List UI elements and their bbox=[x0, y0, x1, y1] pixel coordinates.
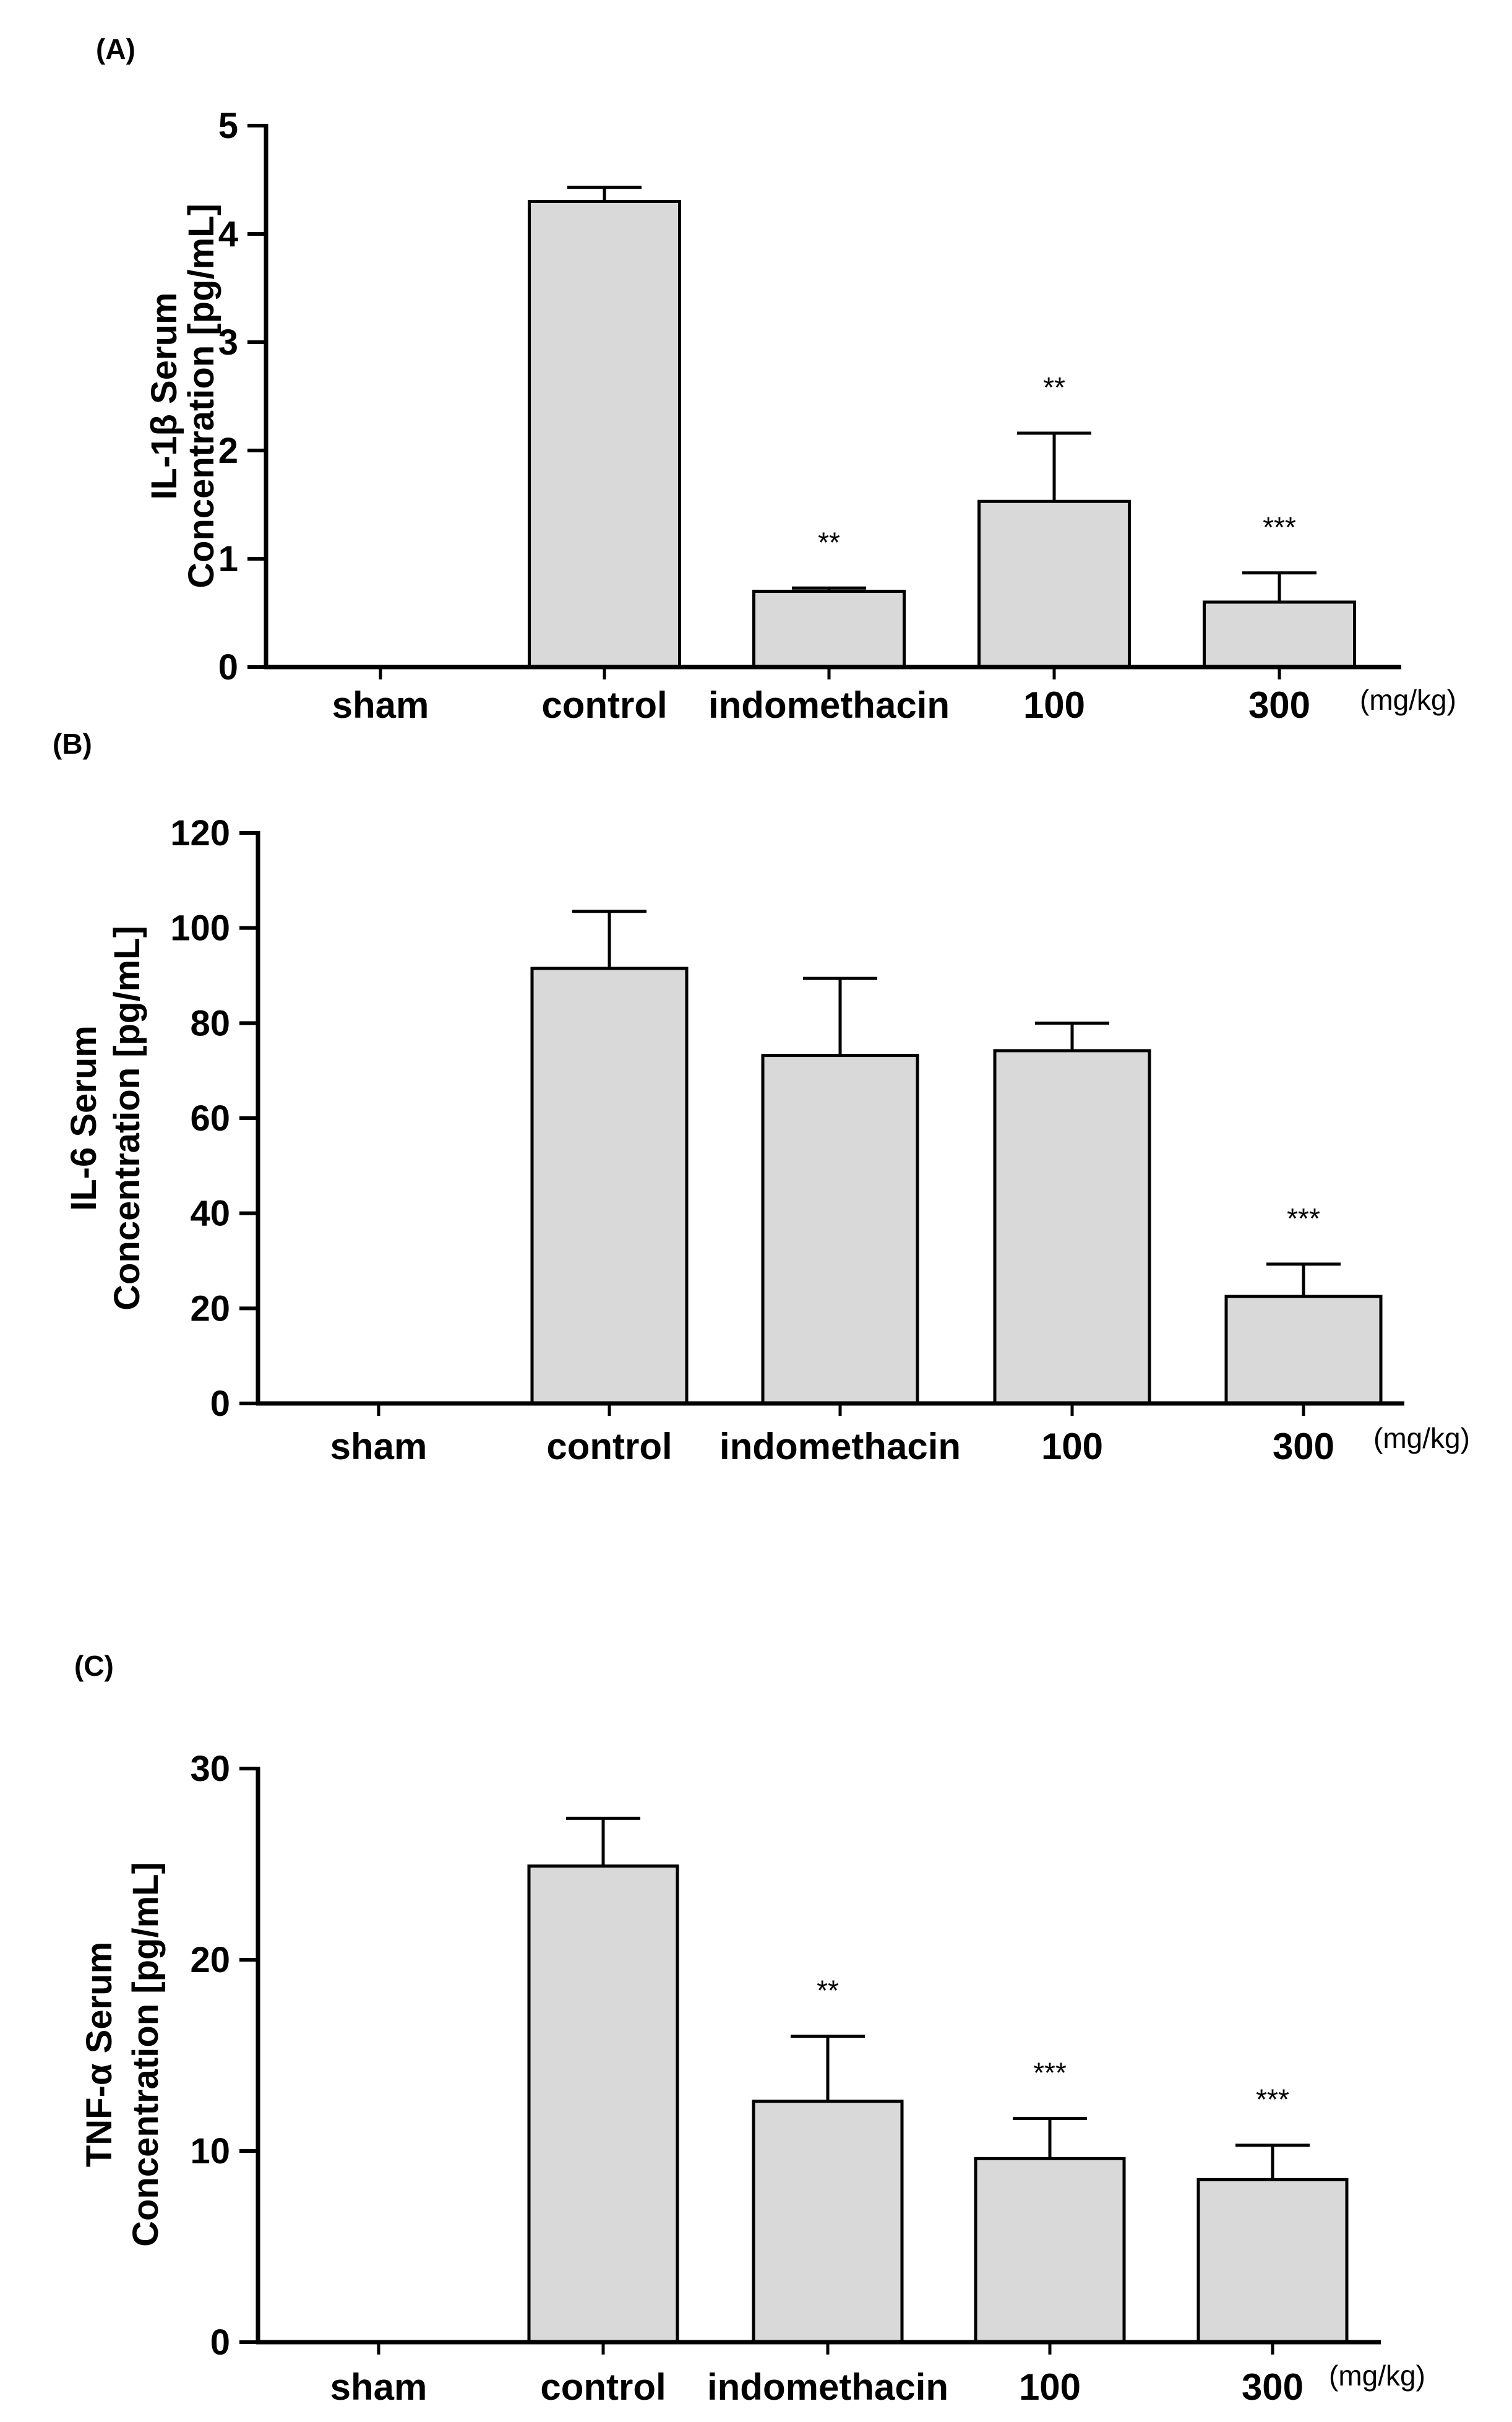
unit-label: (mg/kg) bbox=[1360, 684, 1456, 716]
y-tick-label: 0 bbox=[210, 2322, 230, 2363]
significance-marker: ** bbox=[818, 526, 840, 558]
unit-label: (mg/kg) bbox=[1329, 2360, 1425, 2392]
bar-300 bbox=[1196, 2178, 1349, 2344]
significance-marker: ** bbox=[817, 1975, 839, 2007]
error-bar-indomethacin bbox=[792, 586, 866, 592]
significance-marker: *** bbox=[1263, 511, 1296, 543]
error-bar-indomethacin bbox=[803, 976, 877, 1056]
significance-marker: *** bbox=[1256, 2084, 1289, 2116]
x-tick-label: sham bbox=[332, 684, 429, 726]
y-axis-label-line: IL-6 Serum bbox=[64, 1025, 104, 1211]
error-bar-300 bbox=[1235, 2144, 1310, 2180]
x-tick-label: 300 bbox=[1242, 2366, 1304, 2408]
bar-indomethacin bbox=[752, 2100, 904, 2344]
y-axis-label-line: Concentration [pg/mL] bbox=[107, 926, 147, 1311]
x-tick-label: sham bbox=[330, 1426, 427, 1467]
x-tick-label: 300 bbox=[1273, 1426, 1334, 1467]
significance-marker: ** bbox=[1043, 371, 1065, 403]
y-tick-label: 0 bbox=[218, 647, 238, 687]
error-bar-100 bbox=[1013, 2116, 1087, 2159]
x-tick-label: 300 bbox=[1248, 684, 1310, 726]
y-tick-label: 0 bbox=[210, 1384, 230, 1424]
bar-100 bbox=[977, 499, 1131, 669]
y-tick-label: 100 bbox=[170, 908, 230, 949]
error-bar-control bbox=[572, 910, 646, 968]
y-axis-label-line: IL-1β Serum bbox=[144, 292, 184, 499]
bar-indomethacin bbox=[752, 590, 906, 669]
y-axis-label-line: TNF-α Serum bbox=[79, 1942, 119, 2167]
y-tick-label: 5 bbox=[218, 106, 238, 146]
panel-label: (A) bbox=[96, 33, 135, 65]
x-tick-label: 100 bbox=[1023, 684, 1085, 726]
error-bar-indomethacin bbox=[791, 2035, 865, 2101]
bar-300 bbox=[1203, 600, 1356, 669]
bar-100 bbox=[974, 2157, 1126, 2344]
x-tick-label: indomethacin bbox=[708, 684, 950, 726]
y-tick-label: 4 bbox=[218, 214, 238, 254]
bar-indomethacin bbox=[761, 1054, 919, 1405]
panel-label: (C) bbox=[74, 1650, 114, 1682]
error-bar-300 bbox=[1242, 571, 1317, 602]
y-tick-label: 60 bbox=[190, 1098, 230, 1139]
y-tick-label: 20 bbox=[190, 1940, 230, 1980]
y-tick-label: 40 bbox=[190, 1194, 230, 1234]
chart-panel-3: (C) TNF-α Serum Concentration [pg/mL] sham c… bbox=[74, 1650, 1425, 2408]
error-bar-100 bbox=[1017, 431, 1091, 502]
y-tick-label: 80 bbox=[190, 1003, 230, 1043]
bar-control bbox=[530, 967, 689, 1405]
y-tick-label: 120 bbox=[170, 813, 230, 853]
bar-300 bbox=[1224, 1295, 1383, 1405]
chart-panel-2: (B) IL-6 Serum Concentration [pg/mL] sham co… bbox=[53, 728, 1470, 1467]
error-bar-100 bbox=[1035, 1021, 1109, 1051]
x-tick-label: 100 bbox=[1041, 1426, 1103, 1467]
x-tick-label: indomethacin bbox=[719, 1426, 961, 1467]
error-bar-control bbox=[566, 1816, 640, 1866]
x-tick-label: control bbox=[541, 684, 667, 726]
x-tick-label: control bbox=[546, 1426, 672, 1467]
error-bar-300 bbox=[1266, 1262, 1341, 1297]
bar-100 bbox=[993, 1049, 1151, 1405]
x-tick-label: 100 bbox=[1019, 2366, 1081, 2408]
y-tick-label: 10 bbox=[190, 2131, 230, 2171]
y-tick-label: 2 bbox=[218, 431, 238, 471]
error-bar-control bbox=[567, 186, 642, 202]
significance-marker: *** bbox=[1287, 1202, 1320, 1235]
y-tick-label: 3 bbox=[218, 322, 238, 363]
bar-control bbox=[527, 1864, 679, 2344]
significance-marker: *** bbox=[1033, 2056, 1067, 2088]
bar-control bbox=[528, 200, 681, 669]
y-tick-label: 1 bbox=[218, 539, 238, 579]
y-axis-label-line: Concentration [pg/mL] bbox=[126, 1862, 166, 2247]
y-axis-label: IL-6 Serum Concentration [pg/mL] bbox=[64, 926, 147, 1311]
x-tick-label: control bbox=[540, 2366, 666, 2408]
y-axis-label: TNF-α Serum Concentration [pg/mL] bbox=[79, 1862, 166, 2247]
unit-label: (mg/kg) bbox=[1373, 1422, 1470, 1454]
x-tick-label: indomethacin bbox=[707, 2366, 948, 2408]
x-tick-label: sham bbox=[330, 2366, 427, 2408]
y-tick-label: 20 bbox=[190, 1288, 230, 1329]
panel-label: (B) bbox=[53, 728, 92, 760]
y-axis-label-line: Concentration [pg/mL] bbox=[181, 204, 221, 588]
y-tick-label: 30 bbox=[190, 1749, 230, 1789]
